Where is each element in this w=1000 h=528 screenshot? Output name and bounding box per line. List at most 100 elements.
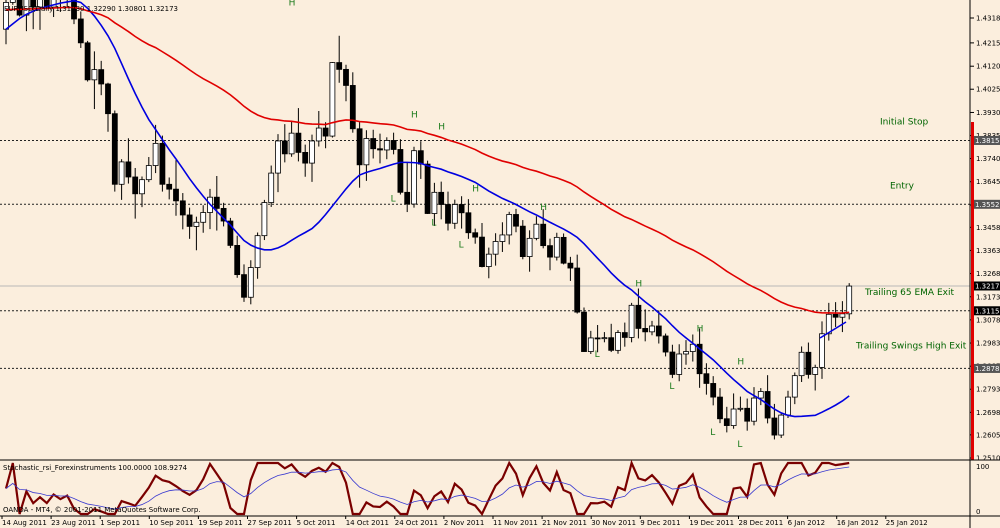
candle-body [805, 351, 812, 375]
candle-body [77, 18, 84, 44]
candle-body [424, 163, 431, 214]
candle-body [819, 333, 825, 368]
candle-body [71, 0, 77, 20]
candle-body [628, 304, 635, 338]
price-tick-label: 1.39300 [976, 109, 1000, 117]
price-tick-label: 1.43180 [976, 15, 1000, 23]
candle-body [152, 142, 159, 166]
date-label: 23 Aug 2011 [51, 519, 96, 527]
candle-body [125, 161, 132, 178]
level-annotation: Initial Stop [880, 117, 929, 127]
swing-high-mark: H [635, 280, 642, 290]
price-box [974, 199, 1000, 209]
candle-body [479, 236, 485, 267]
price-tick-label: 1.40255 [976, 86, 1000, 94]
candle-body [846, 285, 853, 315]
date-label: 21 Nov 2011 [542, 519, 587, 527]
swing-low-mark: L [431, 219, 436, 229]
candle-body [778, 414, 785, 436]
swing-high-mark: H [289, 0, 296, 8]
price-tick-label: 1.32683 [976, 270, 1000, 278]
candle-body [812, 366, 819, 375]
candle-body [254, 235, 261, 268]
swing-high-mark: H [697, 325, 704, 335]
candle-body [281, 140, 288, 155]
symbol-header: EURUSD,Daily 1.31030 1.32290 1.30801 1.3… [4, 5, 178, 13]
candle-body [275, 140, 281, 174]
candle-body [261, 202, 268, 237]
candle-body [105, 83, 111, 115]
candle-body [642, 328, 649, 333]
swing-high-mark: H [540, 203, 547, 213]
price-tick-label: 1.41200 [976, 63, 1000, 71]
date-label: 11 Nov 2011 [493, 519, 538, 527]
price-box [974, 281, 1000, 291]
candle-body [601, 337, 608, 340]
candle-body [485, 253, 492, 267]
candle-body [621, 332, 628, 338]
candle-body [723, 418, 730, 426]
price-box-label: 1.32173 [975, 282, 1000, 290]
price-tick-label: 1.42158 [976, 39, 1000, 47]
candle-body [179, 200, 186, 216]
price-tick-label: 1.29830 [976, 340, 1000, 348]
candle-body [363, 138, 370, 166]
date-label: 19 Sep 2011 [198, 519, 242, 527]
candle-body [771, 417, 778, 436]
candle-body [581, 311, 587, 352]
candle-body [377, 148, 383, 151]
candle-body [513, 214, 519, 227]
candle-body [451, 204, 458, 224]
candle-body [669, 351, 676, 375]
candle-body [173, 188, 179, 202]
candle-body [431, 191, 438, 214]
candle-body [411, 150, 417, 205]
candle-body [608, 337, 615, 351]
candle-body [458, 204, 465, 214]
price-tick-label: 1.30783 [976, 316, 1000, 324]
candle-body [574, 267, 581, 313]
candle-body [241, 274, 247, 298]
price-box-label: 1.35528 [975, 201, 1000, 209]
swing-high-mark: H [438, 123, 445, 133]
candle-body [615, 332, 621, 351]
price-tick-label: 1.26983 [976, 409, 1000, 417]
swing-low-mark: L [595, 350, 600, 360]
date-label: 25 Jan 2012 [886, 519, 928, 527]
candle-body [139, 179, 145, 195]
date-label: 5 Oct 2011 [297, 519, 336, 527]
candle-body [710, 383, 717, 398]
candle-body [547, 245, 553, 258]
price-tick-label: 1.34583 [976, 224, 1000, 232]
candle-body [649, 325, 655, 333]
candle-body [234, 245, 241, 276]
price-box [974, 363, 1000, 373]
level-annotation: Trailing Swings High Exit [855, 341, 967, 351]
candle-body [336, 62, 343, 70]
ema-65-line [5, 6, 850, 314]
date-label: 1 Sep 2011 [100, 519, 140, 527]
candle-body [662, 335, 669, 353]
price-box-label: 1.38150 [975, 137, 1000, 145]
candle-body [533, 223, 540, 239]
candle-body [417, 150, 424, 165]
price-tick-label: 1.37408 [976, 155, 1000, 163]
candle-body [247, 267, 254, 298]
candle-body [744, 407, 751, 422]
ema-fast-line [5, 0, 850, 418]
candle-body [730, 408, 737, 426]
candle-body [567, 262, 574, 269]
level-annotation: Entry [890, 181, 915, 191]
swing-low-mark: L [710, 428, 715, 438]
position-range-bar [971, 122, 974, 460]
candle-body [587, 337, 594, 352]
swing-low-mark: L [391, 194, 396, 204]
candle-body [91, 69, 98, 81]
candle-body [560, 236, 567, 264]
candle-body [472, 232, 479, 238]
candle-body [193, 221, 200, 227]
candle-body [635, 304, 642, 329]
candle-body [737, 407, 744, 410]
indicator-tick-label: 0 [976, 508, 980, 516]
